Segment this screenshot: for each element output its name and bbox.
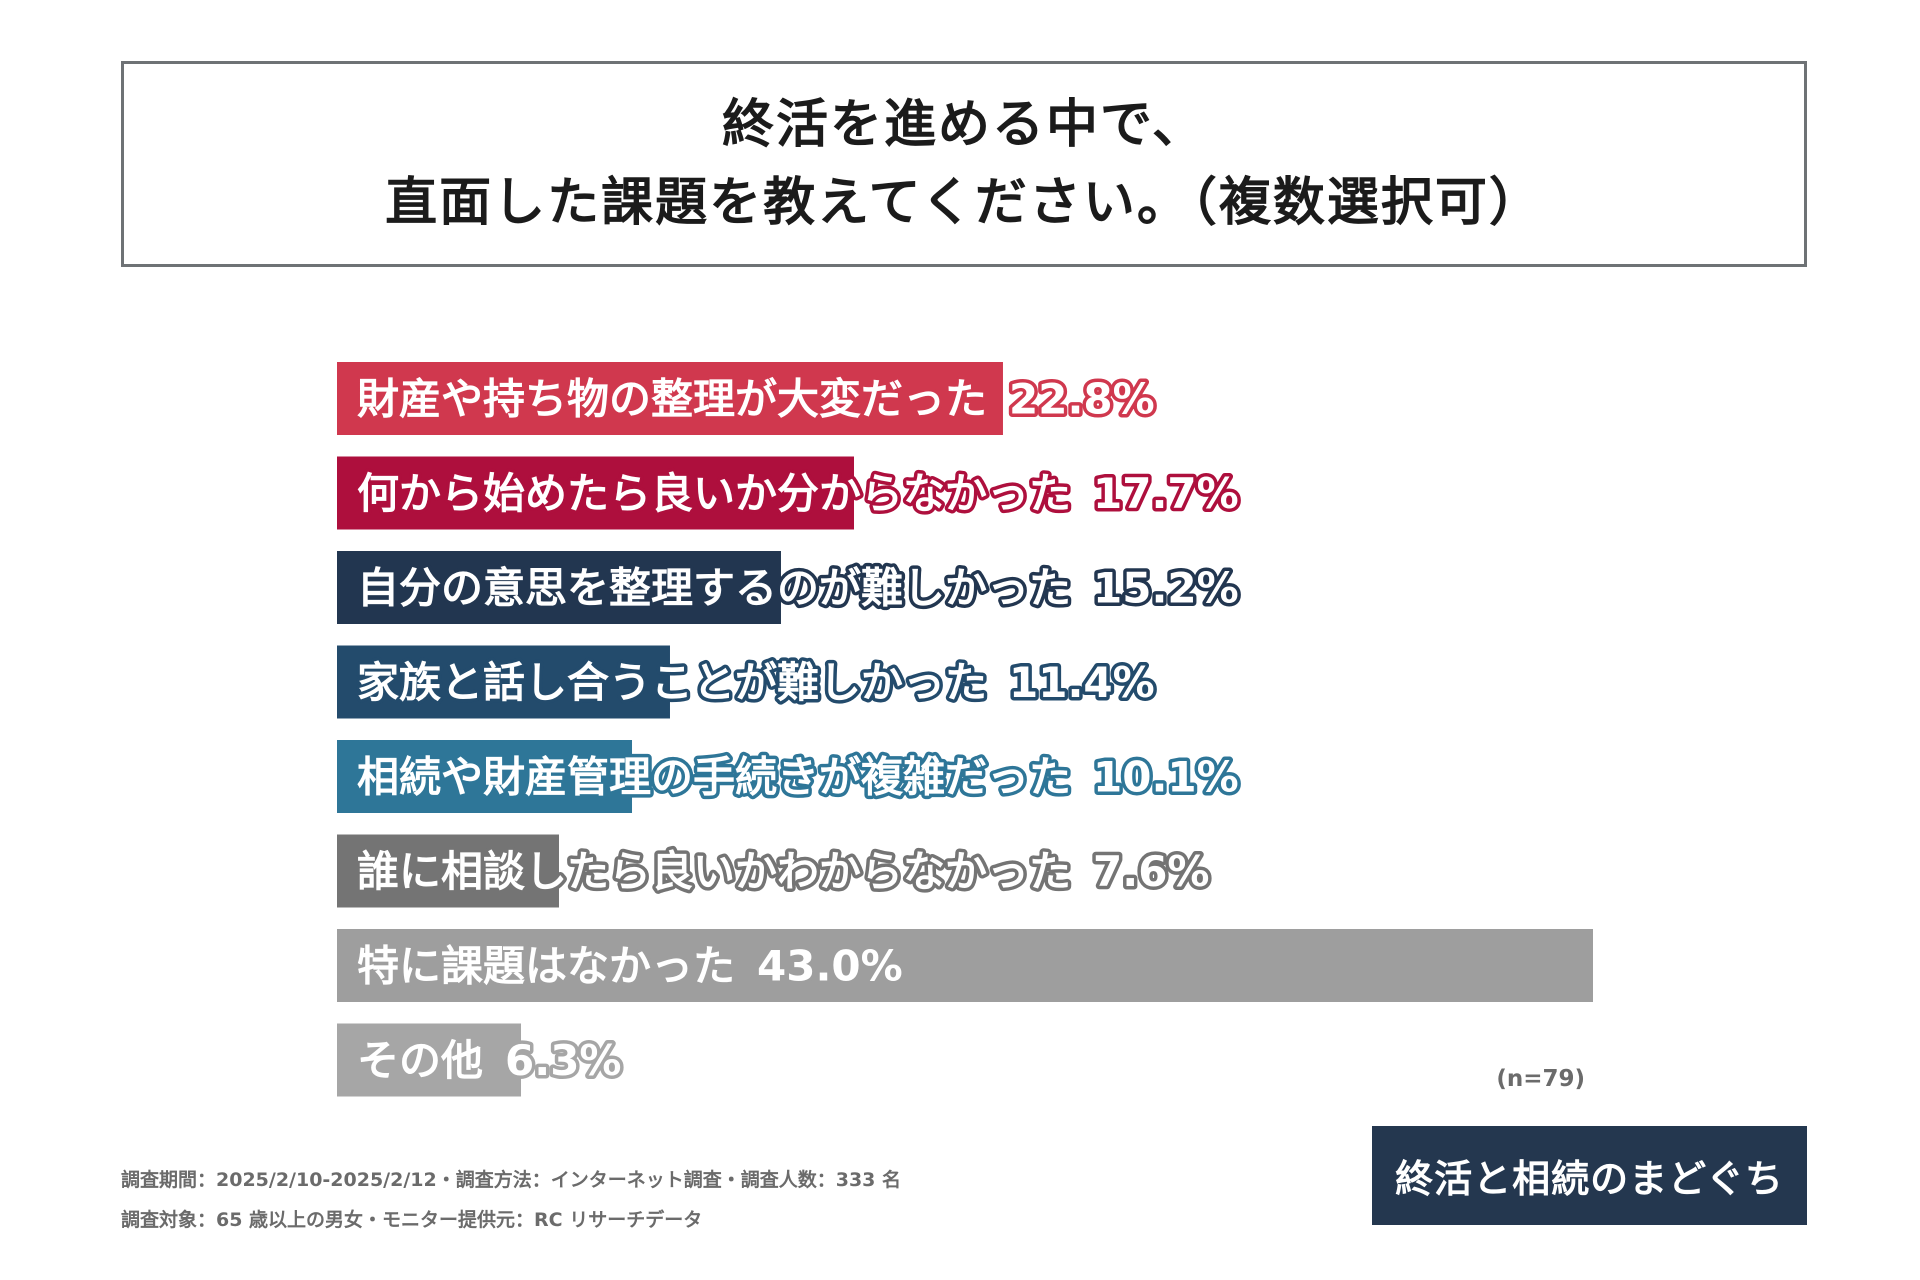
bar-label-2: 自分の意思を整理するのが難しかった 15.2% [357, 564, 1239, 613]
bar-7 [337, 1023, 522, 1097]
bar-label-1: 何から始めたら良いか分からなかった 17.7% [357, 469, 1239, 518]
value-label-1: 17.7% [1093, 469, 1239, 518]
bar-1 [337, 456, 855, 530]
survey-footnotes: 調査期間：2025/2/10-2025/2/12・調査方法：インターネット調査・… [121, 1160, 901, 1240]
bar-label-0: 財産や持ち物の整理が大変だった 22.8% [357, 375, 1155, 424]
category-label-4: 相続や財産管理の手続きが複雑だった [357, 753, 1071, 802]
category-label-1: 何から始めたら良いか分からなかった [357, 469, 1071, 518]
bar-label-7: その他 6.3% [357, 1036, 622, 1085]
bar-2 [337, 551, 781, 624]
bar-0 [337, 362, 1003, 435]
value-label-7: 6.3% [505, 1036, 621, 1085]
bar-label-4: 相続や財産管理の手続きが複雑だった 10.1% [357, 753, 1239, 802]
bar-label-5: 誰に相談したら良いかわからなかった 7.6% [357, 847, 1210, 896]
category-label-5: 誰に相談したら良いかわからなかった [357, 847, 1071, 896]
brand-logo-text: 終活と相続のまどぐち [1395, 1157, 1784, 1201]
value-label-3: 11.4% [1009, 658, 1155, 707]
category-label-7: その他 [357, 1036, 483, 1085]
bar-3 [337, 645, 670, 719]
bar-label-3: 家族と話し合うことが難しかった 11.4% [357, 658, 1155, 707]
brand-logo: 終活と相続のまどぐち [1372, 1126, 1807, 1225]
value-label-5: 7.6% [1093, 847, 1209, 896]
footnote-line-1: 調査期間：2025/2/10-2025/2/12・調査方法：インターネット調査・… [121, 1169, 902, 1191]
bar-label-6: 特に課題はなかった 43.0% [357, 942, 903, 991]
footnote-line-2: 調査対象：65 歳以上の男女・モニター提供元：RC リサーチデータ [121, 1209, 703, 1231]
category-label-3: 家族と話し合うことが難しかった [357, 658, 987, 707]
category-label-0: 財産や持ち物の整理が大変だった [357, 375, 987, 424]
bar-5 [337, 834, 559, 908]
value-label-4: 10.1% [1093, 753, 1239, 802]
sample-size-note: (n=79) [1496, 1066, 1585, 1092]
category-label-2: 自分の意思を整理するのが難しかった [357, 564, 1071, 613]
bar-4 [337, 740, 633, 813]
value-label-0: 22.8% [1009, 375, 1155, 424]
value-label-6: 43.0% [757, 942, 903, 991]
title-box: 終活を進める中で、 直面した課題を教えてください。（複数選択可） [121, 61, 1807, 267]
bar-6 [337, 929, 1593, 1002]
category-label-6: 特に課題はなかった [357, 942, 735, 991]
title-line-2: 直面した課題を教えてください。（複数選択可） [385, 173, 1543, 233]
title-line-1: 終活を進める中で、 [722, 95, 1206, 155]
value-label-2: 15.2% [1093, 564, 1239, 613]
